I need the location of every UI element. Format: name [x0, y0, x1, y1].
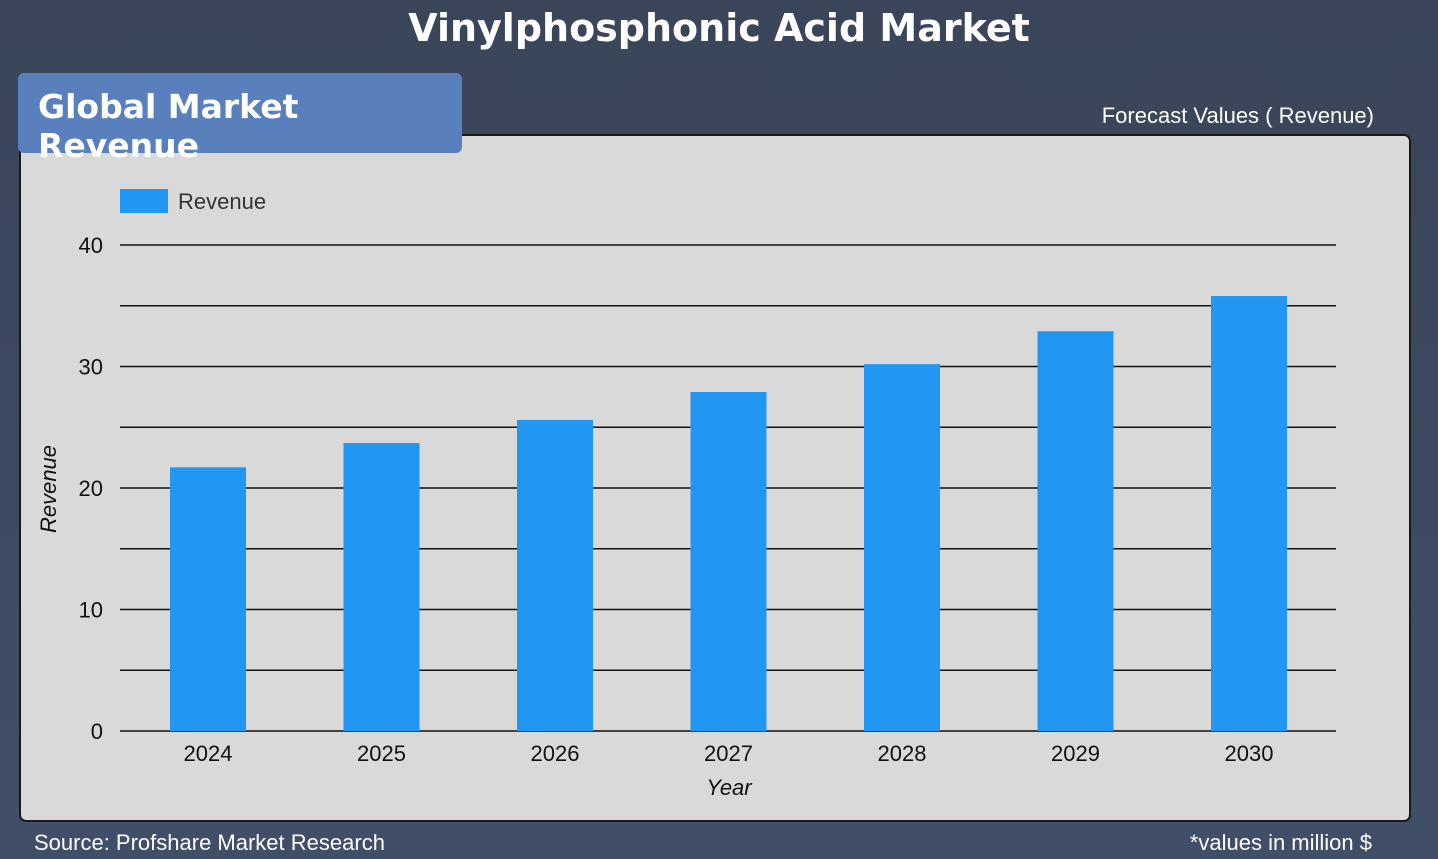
- forecast-label: Forecast Values ( Revenue): [1101, 103, 1374, 128]
- x-tick-label: 2025: [357, 741, 406, 766]
- bars: [170, 296, 1287, 731]
- y-axis-label: Revenue: [36, 445, 61, 533]
- x-axis-label: Year: [706, 775, 753, 800]
- bar-2030: [1211, 296, 1287, 731]
- global-market-revenue-badge: Global Market Revenue: [18, 73, 462, 165]
- legend-label-revenue: Revenue: [178, 189, 266, 214]
- y-tick-label: 10: [79, 598, 103, 623]
- units-note: *values in million $: [1189, 830, 1372, 855]
- x-tick-label: 2029: [1051, 741, 1100, 766]
- bar-2029: [1037, 331, 1114, 731]
- legend: Revenue: [120, 189, 266, 214]
- x-tick-label: 2030: [1225, 741, 1274, 766]
- x-tick-label: 2026: [531, 741, 580, 766]
- bar-2027: [690, 392, 767, 731]
- bar-2026: [517, 419, 593, 731]
- y-tick-label: 30: [79, 355, 103, 380]
- source-note: Source: Profshare Market Research: [34, 830, 385, 855]
- bar-2024: [170, 467, 246, 731]
- y-tick-label: 40: [79, 233, 103, 258]
- y-tick-label: 0: [91, 719, 103, 744]
- x-tick-label: 2028: [878, 741, 927, 766]
- x-tick-label: 2024: [184, 741, 233, 766]
- legend-swatch-revenue: [120, 189, 168, 213]
- page-title: Vinylphosphonic Acid Market: [408, 6, 1030, 50]
- x-tick-label: 2027: [704, 741, 753, 766]
- bar-2028: [864, 364, 940, 731]
- y-tick-label: 20: [79, 476, 103, 501]
- x-tick-labels: 2024 2025 2026 2027 2028 2029 2030: [184, 741, 1274, 766]
- y-tick-labels: 0 10 20 30 40: [79, 233, 103, 744]
- bar-2025: [343, 443, 420, 731]
